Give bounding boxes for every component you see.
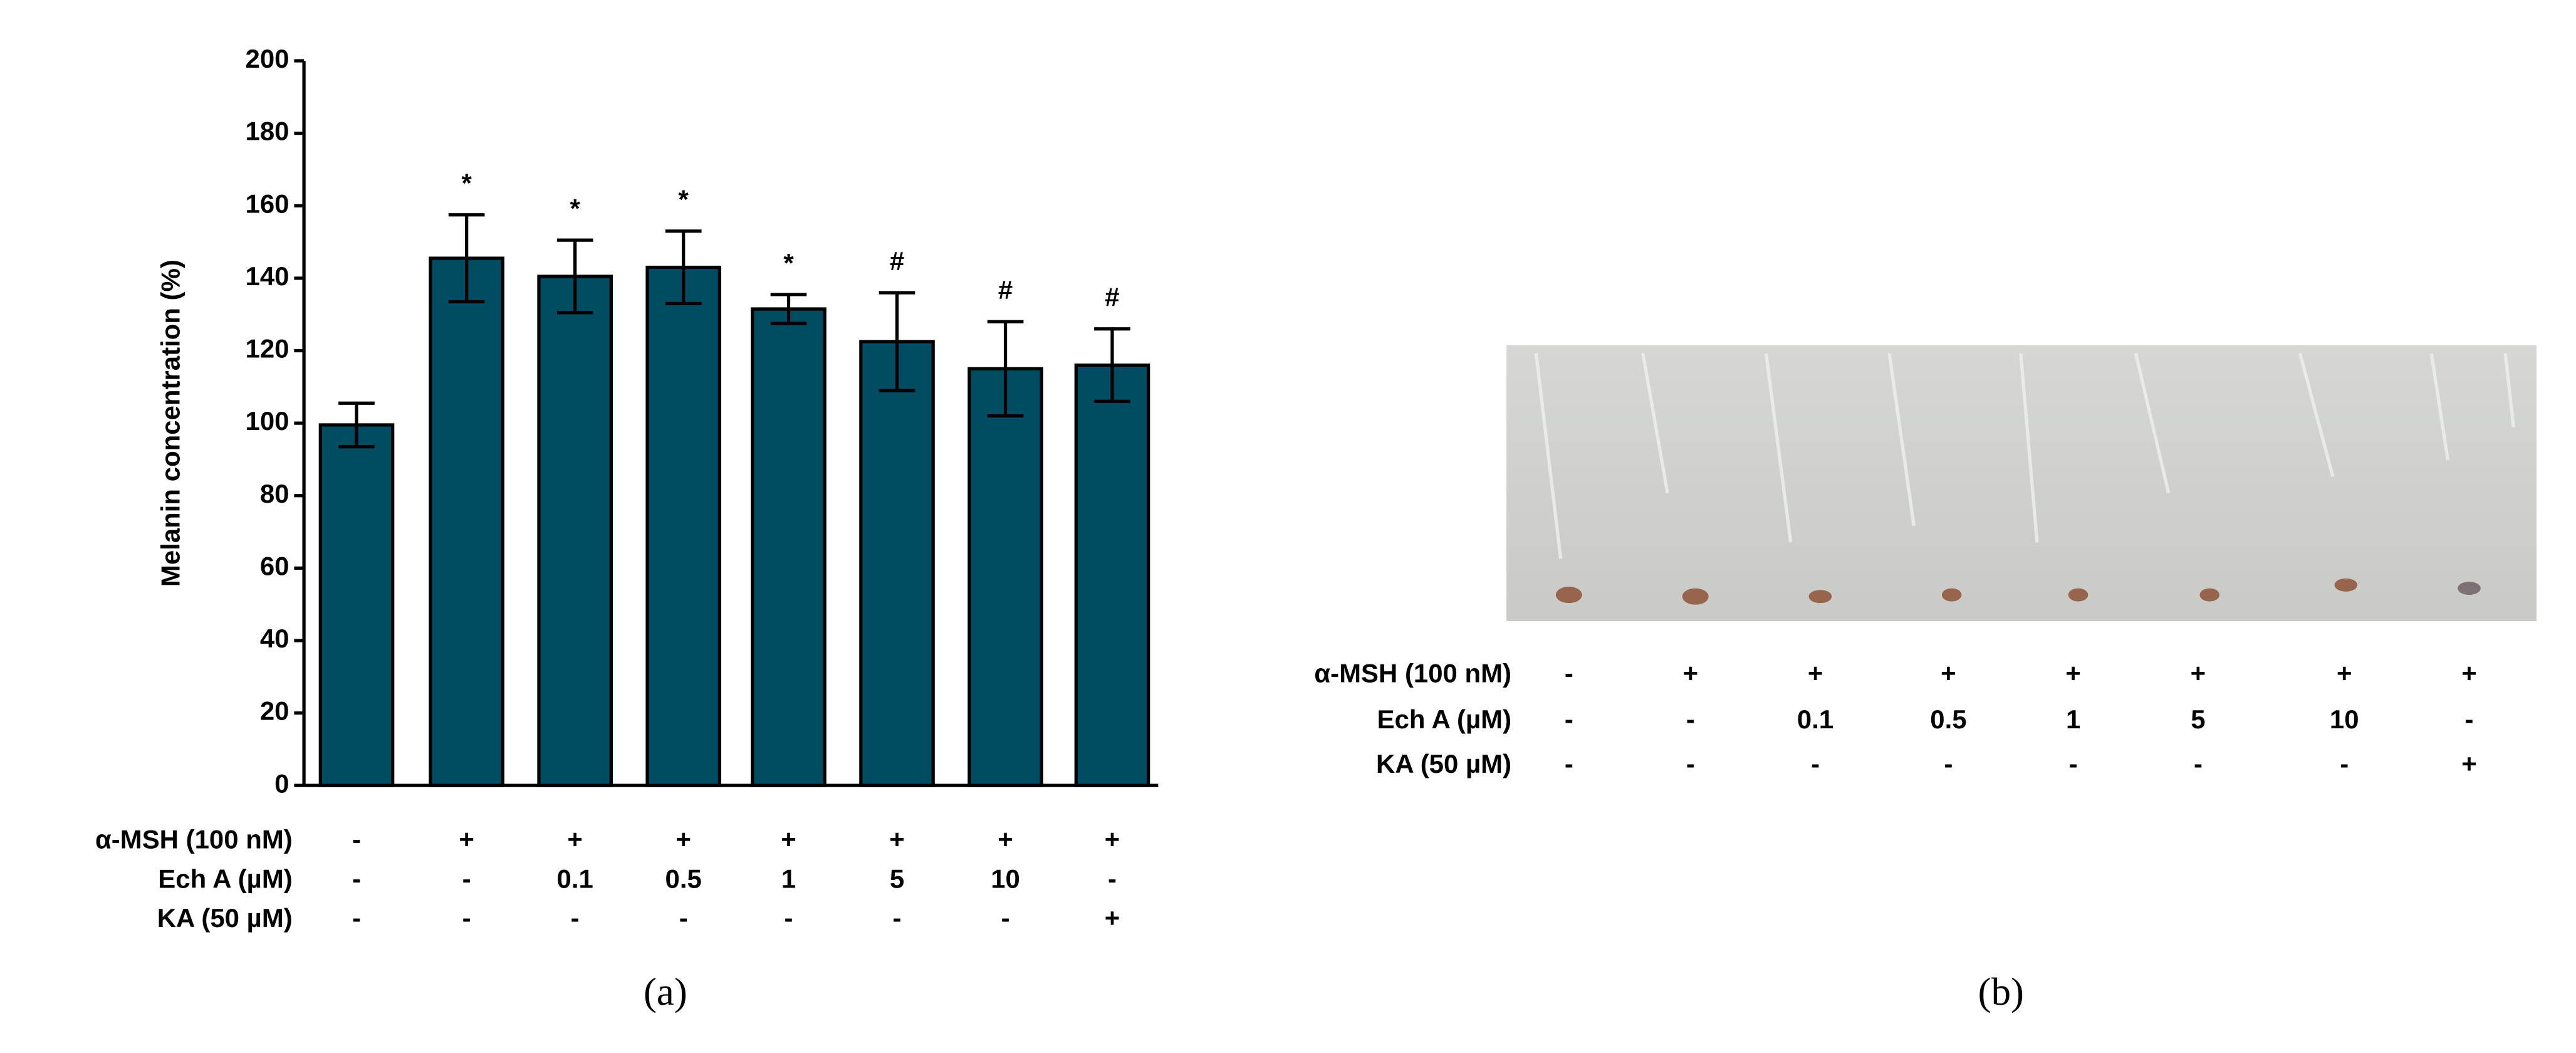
- bar: [967, 367, 1043, 787]
- condition-value: -: [1108, 864, 1117, 893]
- condition-value: +: [2337, 659, 2352, 688]
- condition-value: +: [998, 824, 1013, 854]
- condition-value: 10: [991, 864, 1020, 893]
- condition-value: +: [781, 824, 796, 854]
- condition-value: +: [2191, 659, 2206, 688]
- y-tick-label: 60: [260, 551, 289, 580]
- condition-value: 1: [2066, 705, 2080, 734]
- condition-value: 0.5: [1930, 705, 1966, 734]
- condition-value: -: [1686, 749, 1695, 778]
- bar: [429, 256, 504, 787]
- condition-value: -: [462, 864, 471, 893]
- condition-value: -: [1811, 749, 1820, 778]
- error-bar: [448, 213, 485, 304]
- y-tick-label: 80: [260, 479, 289, 508]
- condition-value: -: [462, 903, 471, 933]
- annotation: *: [679, 185, 689, 214]
- annotation: #: [890, 246, 904, 276]
- condition-label: Ech A (µM): [158, 864, 292, 893]
- condition-value: +: [1105, 824, 1120, 854]
- condition-value: -: [1565, 749, 1573, 778]
- y-tick-label: 0: [274, 768, 289, 798]
- y-tick-label: 120: [246, 334, 289, 364]
- bar: [537, 275, 613, 787]
- condition-value: +: [1941, 659, 1956, 688]
- condition-value: -: [1686, 705, 1695, 734]
- condition-value: 0.1: [557, 864, 593, 893]
- condition-value: +: [1683, 659, 1698, 688]
- y-tick-label: 40: [260, 624, 289, 653]
- condition-value: -: [2465, 705, 2474, 734]
- condition-value: -: [1944, 749, 1953, 778]
- bar: [1074, 363, 1150, 787]
- condition-value: +: [567, 824, 583, 854]
- bar: [318, 423, 395, 787]
- caption: (b): [1978, 970, 2024, 1014]
- condition-value: +: [2461, 749, 2477, 778]
- y-tick-label: 180: [246, 117, 289, 146]
- annotation: #: [998, 275, 1013, 305]
- annotation: *: [461, 169, 472, 198]
- condition-label: Ech A (µM): [1377, 705, 1511, 734]
- condition-value: -: [1565, 659, 1573, 688]
- y-tick-label: 100: [246, 406, 289, 436]
- y-tick-label: 20: [260, 696, 289, 726]
- condition-label: KA (50 µM): [157, 903, 293, 933]
- condition-value: 0.1: [1797, 705, 1833, 734]
- error-bar: [665, 229, 702, 305]
- condition-value: +: [1808, 659, 1823, 688]
- y-tick-label: 160: [246, 189, 289, 218]
- photo: [1506, 345, 2537, 622]
- condition-value: -: [2340, 749, 2349, 778]
- error-bar: [879, 291, 915, 392]
- condition-value: -: [2069, 749, 2078, 778]
- condition-value: -: [352, 824, 361, 854]
- annotation: #: [1105, 283, 1119, 312]
- error-bar: [338, 401, 375, 449]
- annotation: *: [570, 194, 581, 223]
- condition-label: KA (50 µM): [1376, 749, 1511, 778]
- condition-value: -: [785, 903, 793, 933]
- condition-value: 5: [890, 864, 904, 893]
- condition-value: -: [352, 903, 361, 933]
- error-bar: [556, 238, 593, 315]
- error-bar: [987, 320, 1024, 418]
- y-axis-label: Melanin concentration (%): [155, 259, 185, 587]
- condition-value: 5: [2191, 705, 2205, 734]
- condition-label: α-MSH (100 nM): [1314, 659, 1511, 688]
- caption: (a): [644, 970, 687, 1014]
- condition-value: -: [1001, 903, 1010, 933]
- y-tick-label: 200: [246, 44, 289, 73]
- condition-value: +: [459, 824, 474, 854]
- condition-value: +: [675, 824, 691, 854]
- condition-value: 1: [781, 864, 796, 893]
- bar: [751, 307, 827, 787]
- error-bar: [770, 293, 807, 325]
- error-bar: [1094, 327, 1130, 404]
- condition-label: α-MSH (100 nM): [95, 824, 293, 854]
- condition-value: +: [889, 824, 904, 854]
- condition-value: 0.5: [665, 864, 702, 893]
- condition-value: +: [2065, 659, 2081, 688]
- condition-value: 10: [2330, 705, 2359, 734]
- condition-value: +: [1105, 903, 1120, 933]
- condition-value: -: [893, 903, 902, 933]
- condition-value: -: [2194, 749, 2203, 778]
- bar: [859, 340, 935, 787]
- annotation: *: [783, 248, 794, 278]
- condition-value: -: [679, 903, 688, 933]
- condition-value: -: [571, 903, 580, 933]
- condition-value: +: [2461, 659, 2477, 688]
- condition-value: -: [1565, 705, 1573, 734]
- condition-value: -: [352, 864, 361, 893]
- bar: [645, 265, 722, 787]
- y-tick-label: 140: [246, 261, 289, 291]
